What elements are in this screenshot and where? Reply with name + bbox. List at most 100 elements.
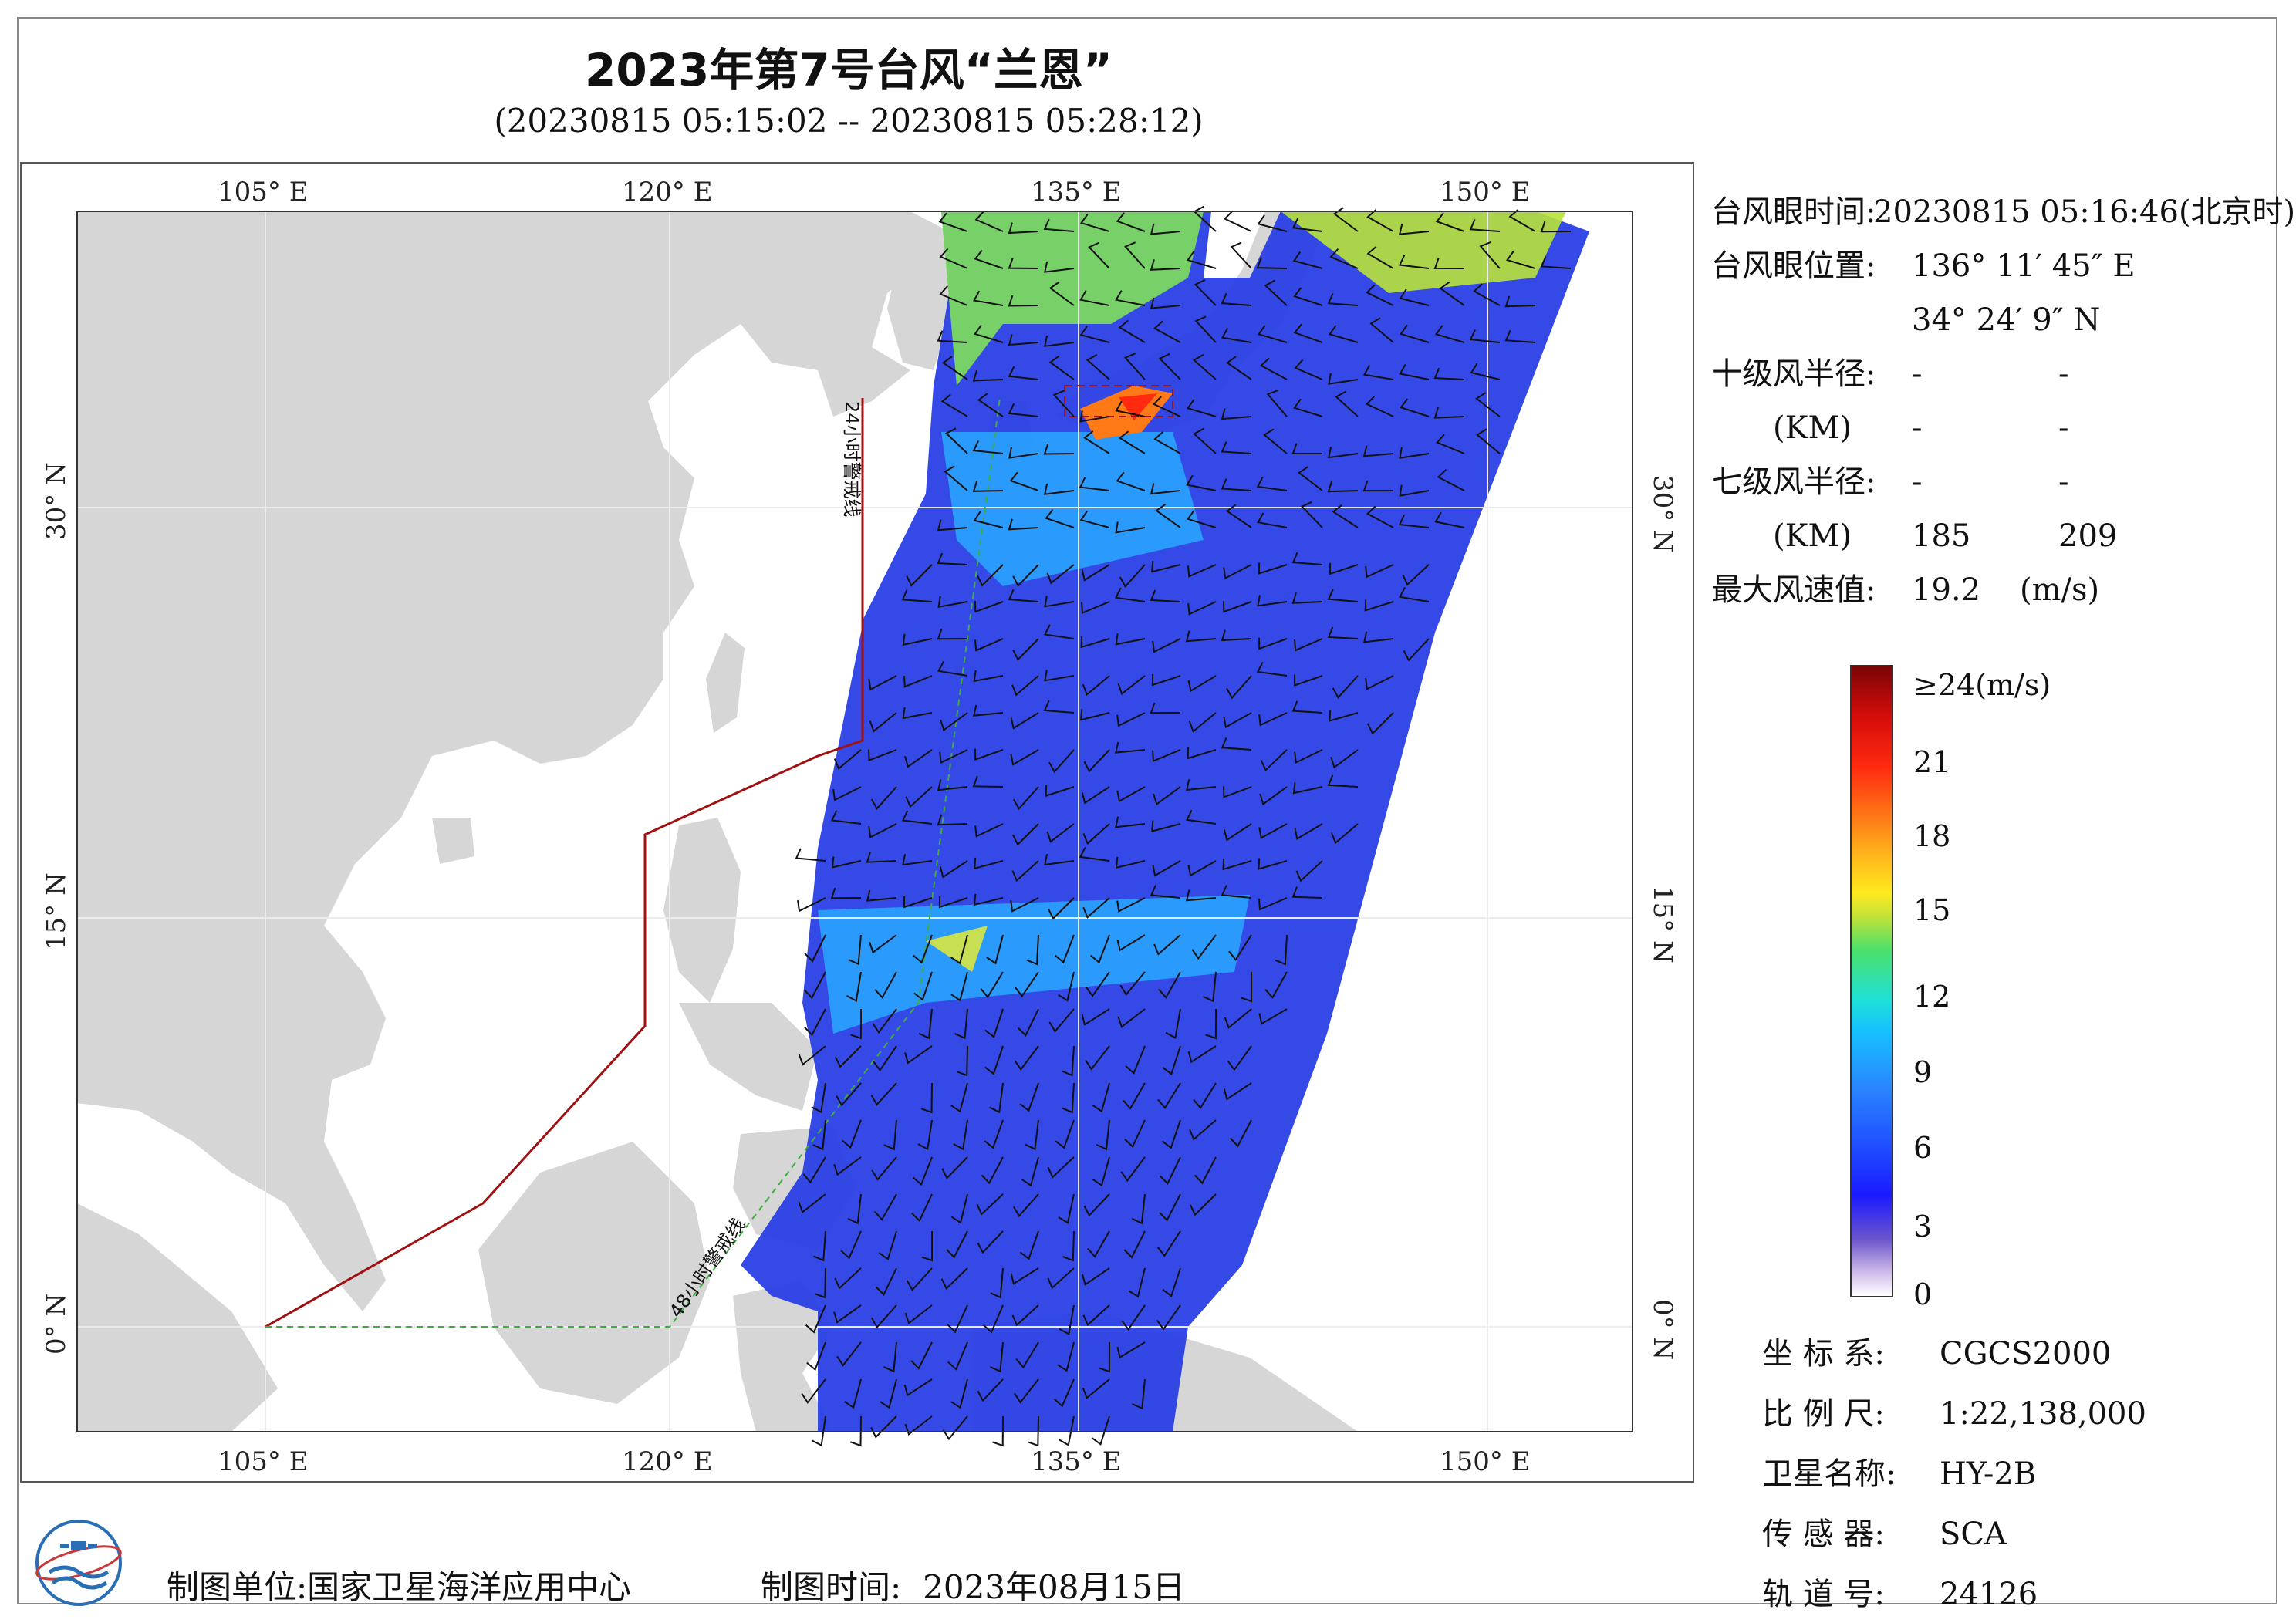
wind-barb [1087, 1230, 1110, 1258]
wind-barb [1045, 785, 1075, 797]
wind-barb [918, 1008, 933, 1040]
wind-barb [905, 786, 933, 808]
wind-barb [1258, 858, 1288, 870]
wind-barb [836, 1082, 862, 1107]
wind-barb [1062, 1045, 1075, 1077]
wind-barb [1116, 897, 1146, 913]
wind-barb [1257, 325, 1288, 343]
wind-barb [878, 1230, 897, 1260]
wind-barb [836, 1341, 862, 1367]
wind-barb [1329, 562, 1359, 575]
wind-barb [1187, 509, 1217, 528]
wind-barb [1119, 564, 1146, 589]
wind-barb [1194, 315, 1217, 343]
wind-barb [830, 810, 862, 825]
sulawesi-island [733, 1281, 833, 1432]
lat-right-0: 0° N [1647, 1299, 1678, 1360]
wind-barb [1125, 1045, 1146, 1075]
wind-barb [1402, 564, 1430, 586]
wind-barb [1227, 1045, 1252, 1071]
swath-strong-north [941, 211, 1204, 386]
wind-barb [1044, 335, 1075, 347]
wind-barb [1365, 564, 1394, 579]
wind-barb [1241, 972, 1252, 1003]
nsoas-logo-icon [35, 1520, 122, 1606]
wind-barb [1187, 1045, 1217, 1064]
wind-barb [1114, 587, 1146, 602]
wind-barb [1327, 589, 1359, 602]
wind-barb [1159, 1193, 1181, 1222]
wind-barb [1025, 1119, 1039, 1151]
lon-bottom-150: 150° E [1440, 1446, 1531, 1477]
lon-top-150: 150° E [1440, 177, 1531, 208]
wind-barb [798, 1193, 826, 1214]
wind-barb [1059, 1304, 1075, 1335]
wind-barb [981, 1156, 1004, 1185]
wind-barb [1366, 245, 1394, 269]
wind-barb [1435, 212, 1465, 232]
wind-barb [938, 212, 968, 232]
wind-barb [1223, 1082, 1252, 1101]
wind-barb [1119, 971, 1146, 997]
wind-barb [1081, 1267, 1110, 1286]
meta-sensor-label: 传 感 器: [1762, 1517, 1885, 1552]
wind-barb [1294, 823, 1323, 840]
maxwind-row: 最大风速值: 19.2 (m/s) [1711, 563, 2282, 617]
wind-barb [1505, 251, 1536, 269]
wind-barb [1013, 1193, 1039, 1218]
wind-barb [989, 1082, 1004, 1114]
wind-barb [1026, 934, 1039, 966]
wind-barb [1332, 207, 1359, 232]
wind-barb [1469, 329, 1501, 343]
wind-barb [1256, 662, 1288, 677]
wind-barb [1099, 1341, 1110, 1373]
wind-barb [1294, 359, 1323, 380]
wind-barb [903, 896, 933, 909]
wind-barb [798, 1045, 826, 1066]
typhoon-info-panel: 台风眼时间: 20230815 05:16:46(北京时) 台风眼位置: 136… [1711, 185, 2295, 617]
wind-barb [1012, 564, 1039, 588]
wind-barb [1260, 749, 1288, 771]
wind-barb [869, 712, 897, 733]
wind-barb [866, 889, 897, 902]
wind-barb [834, 1267, 862, 1290]
wind-barb [973, 670, 1004, 683]
wind-barb [974, 600, 1004, 613]
wind-barb [1019, 1082, 1039, 1112]
eye-lat-value: 34° 24′ 9″ N [1912, 302, 2101, 338]
wind-barb [1155, 503, 1181, 528]
wind-barb [1014, 1378, 1039, 1404]
colorbar-tick-12: 12 [1913, 980, 1951, 1014]
swath-wind-speed [741, 211, 1589, 1432]
wind-barb [1258, 897, 1288, 911]
wind-barb [1230, 241, 1252, 269]
r10-value-sw: - [1912, 410, 1923, 446]
wind-barb [866, 852, 897, 863]
wind-barb [1162, 1267, 1181, 1297]
footer-date-value: 2023年08月15日 [923, 1568, 1185, 1606]
wind-barb [883, 1341, 897, 1373]
lon-bottom-105: 105° E [218, 1446, 309, 1477]
wind-barb [1294, 638, 1323, 652]
wind-barb [974, 211, 1004, 232]
wind-barb [990, 1341, 1004, 1373]
wind-barb [1043, 443, 1075, 455]
wind-barb [1162, 1119, 1181, 1149]
wind-barb [1398, 223, 1430, 235]
philippines-luzon [663, 818, 741, 1003]
wind-barb [1540, 256, 1572, 269]
wind-barb [1294, 749, 1323, 764]
colorbar-tick-21: 21 [1913, 745, 1951, 779]
wind-barb [903, 675, 933, 688]
wind-barb [1189, 1119, 1217, 1141]
wind-speed-colorbar [1850, 665, 1893, 1297]
wind-barb [1224, 1008, 1252, 1029]
wind-barb [1150, 483, 1181, 495]
swath-moderate-north [941, 432, 1204, 586]
wind-barb [1062, 1082, 1075, 1114]
wind-barb [1010, 897, 1039, 913]
wind-barb [1044, 261, 1075, 273]
wind-barb [1151, 820, 1181, 832]
wind-barb [1364, 599, 1394, 612]
eye-pos-label: 台风眼位置: [1711, 248, 1876, 284]
